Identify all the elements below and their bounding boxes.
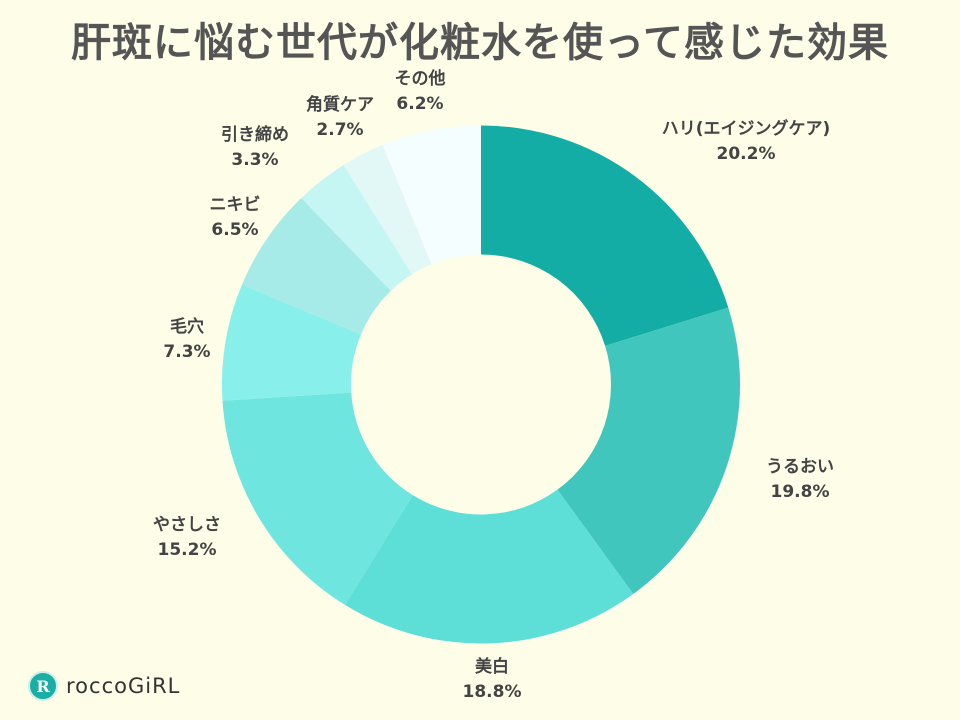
slice-category-label: 引き締め (221, 125, 289, 145)
slice-label: その他 6.2% (395, 67, 446, 117)
slice-label: 引き締め 3.3% (221, 123, 289, 173)
slice-label: ニキビ 6.5% (210, 193, 261, 243)
slice-category-label: ニキビ (209, 195, 261, 215)
chart-title: 肝斑に悩む世代が化粧水を使って感じた効果 (71, 20, 889, 66)
slice-label: 角質ケア 2.7% (306, 93, 374, 143)
slice-label: うるおい 19.8% (766, 455, 834, 505)
donut-slice (481, 125, 729, 346)
donut-slice (222, 284, 362, 401)
slice-category-label: 毛穴 (170, 317, 204, 337)
slice-value-label: 6.2% (396, 94, 444, 114)
slice-label: 毛穴 7.3% (163, 315, 210, 365)
donut-slice (343, 144, 432, 275)
slice-value-label: 6.5% (211, 220, 259, 240)
logo-icon: R (28, 671, 58, 701)
slice-value-label: 20.2% (716, 144, 776, 164)
slice-value-label: 18.8% (462, 682, 522, 702)
donut-slice (344, 489, 634, 644)
slice-label: ハリ(エイジングケア) 20.2% (662, 117, 831, 167)
slice-category-label: やさしさ (153, 515, 221, 535)
logo-text: roccoGiRL (66, 674, 181, 698)
slice-category-label: 角質ケア (306, 95, 374, 115)
donut-slice (222, 392, 413, 605)
slice-category-label: ハリ(エイジングケア) (661, 119, 831, 139)
donut-slice (301, 164, 413, 291)
slice-value-label: 15.2% (157, 540, 217, 560)
slice-value-label: 19.8% (770, 482, 830, 502)
roccogirl-logo: R roccoGiRL (28, 671, 180, 701)
slice-label: やさしさ 15.2% (153, 513, 221, 563)
slice-category-label: うるおい (766, 457, 834, 477)
slice-category-label: 美白 (474, 657, 509, 677)
slice-value-label: 2.7% (316, 120, 364, 140)
donut-slice (382, 125, 481, 265)
slice-category-label: その他 (394, 69, 446, 89)
slice-label: 美白 18.8% (463, 655, 522, 705)
donut-slice (557, 307, 740, 595)
slice-value-label: 3.3% (231, 150, 279, 170)
slice-value-label: 7.3% (163, 342, 211, 362)
donut-slice (242, 197, 391, 335)
